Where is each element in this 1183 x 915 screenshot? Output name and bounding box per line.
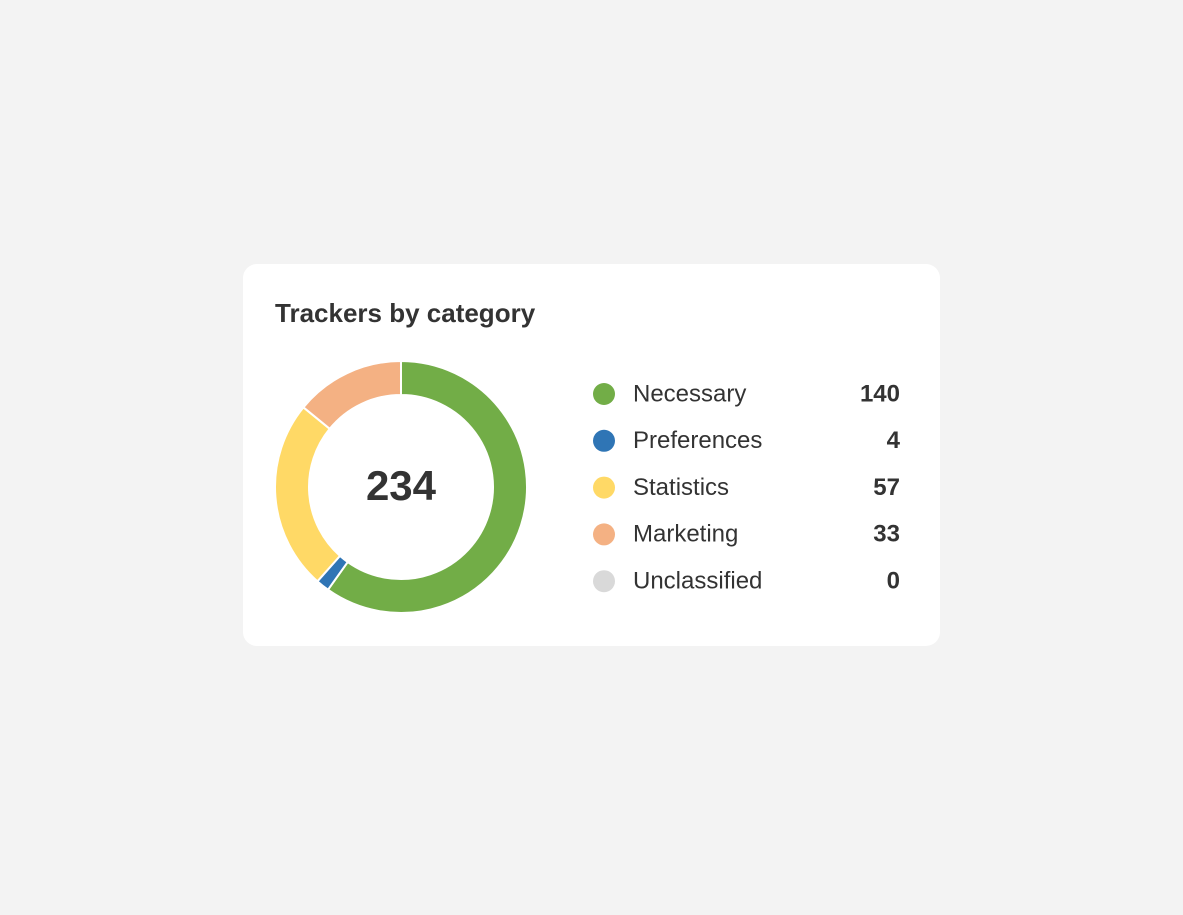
card [243, 264, 940, 646]
legend-value: 33 [873, 521, 900, 548]
donut [274, 359, 528, 614]
legend: Necessary 140 Preferences 4 Statistics 57 Mark… [593, 380, 901, 595]
legend-label: Statistics [633, 474, 729, 501]
legend-dot [593, 523, 615, 546]
legend-label: Marketing [633, 521, 738, 548]
legend-dot [593, 429, 615, 452]
donut-segment [301, 359, 402, 431]
legend-value: 4 [887, 427, 901, 454]
donut-segment [326, 359, 528, 614]
legend-dot [593, 476, 615, 499]
legend-label: Unclassified [633, 568, 762, 595]
legend-dot [593, 570, 615, 593]
legend-value: 0 [887, 568, 900, 595]
legend-value: 57 [873, 474, 900, 501]
legend-value: 140 [860, 380, 900, 407]
legend-label: Preferences [633, 427, 762, 454]
chart-title: Trackers by category [275, 298, 536, 328]
legend-label: Necessary [633, 380, 746, 407]
legend-dot [593, 383, 615, 405]
total-label: 234 [366, 462, 437, 509]
